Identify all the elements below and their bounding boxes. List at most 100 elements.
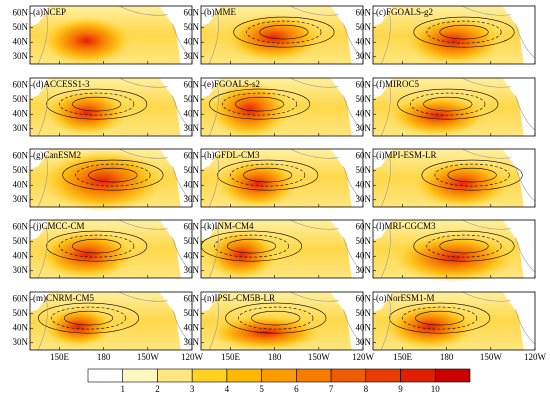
- map-panel: (i)MPI-ESM-LR 60N 50N 40N 30N: [356, 148, 536, 209]
- lat-label: 30N: [13, 337, 29, 347]
- map-maximum: [384, 304, 476, 350]
- lon-label: 180: [440, 352, 454, 362]
- map-frame: [372, 291, 536, 351]
- colorbar-box: [365, 368, 401, 383]
- map-mask: [373, 149, 393, 170]
- map-mask: [201, 292, 221, 313]
- map-panel: (d)ACCESS1-3 60N 50N 40N 30N: [13, 77, 193, 137]
- map-maximum: [405, 16, 503, 66]
- contour: [439, 24, 489, 40]
- colorbar-box: [122, 368, 158, 383]
- panel-label: (i)MPI-ESM-LR: [376, 150, 437, 160]
- map-frame: [29, 77, 193, 137]
- lat-label: 60N: [184, 293, 200, 303]
- map-mask: [373, 220, 393, 241]
- contour: [213, 234, 290, 258]
- contour: [413, 16, 515, 48]
- map-maximum: [41, 16, 133, 66]
- map-mask: [373, 292, 393, 313]
- map-frame: [29, 219, 193, 279]
- lon-label: 150W: [480, 352, 503, 362]
- map-mask: [330, 220, 363, 278]
- lat-label: 60N: [356, 221, 372, 231]
- map-mask: [30, 220, 50, 241]
- lat-label: 30N: [356, 337, 372, 347]
- lat-label: 50N: [13, 22, 29, 32]
- map-mask: [201, 78, 221, 99]
- contour: [426, 234, 502, 258]
- colorbar-label: 8: [364, 384, 369, 394]
- contour: [426, 20, 502, 44]
- contour: [421, 159, 523, 191]
- lat-label: 60N: [13, 79, 29, 89]
- panel-label: (m)CNRM-CM5: [33, 293, 95, 303]
- map-mask: [159, 220, 192, 278]
- lat-label: 30N: [184, 123, 200, 133]
- map-mask: [502, 220, 535, 278]
- map-panel: (f)MIROC5 60N 50N 40N 30N: [356, 77, 536, 137]
- panel-label: (b)MME: [204, 7, 236, 17]
- colorbar-box: [261, 368, 297, 383]
- contour: [51, 306, 127, 330]
- lat-label: 40N: [184, 179, 200, 189]
- map-mask: [201, 220, 221, 241]
- lat-label: 40N: [13, 179, 29, 189]
- map-maximum: [389, 95, 487, 136]
- colorbar-box: [400, 368, 436, 383]
- panel-label: (h)GFDL-CM3: [204, 150, 260, 160]
- lon-label: 150W: [308, 352, 331, 362]
- coastline: [37, 5, 193, 65]
- map-mask: [159, 292, 192, 350]
- contour: [439, 238, 489, 254]
- contour: [59, 234, 135, 258]
- contour: [233, 16, 335, 48]
- lat-label: 40N: [13, 250, 29, 260]
- map-mask: [159, 6, 192, 64]
- colorbar-label: 2: [155, 384, 160, 394]
- map-mask: [502, 6, 535, 64]
- colorbar-label: 4: [225, 384, 230, 394]
- lat-label: 50N: [356, 165, 372, 175]
- map-mask: [30, 149, 50, 170]
- colorbar-box: [296, 368, 332, 383]
- contour: [415, 310, 465, 326]
- lat-label: 60N: [13, 7, 29, 17]
- map-panel: (o)NorESM1-M 60N 50N 40N 30N 150E 180 150W 120W: [356, 291, 547, 362]
- colorbar-label: 6: [294, 384, 299, 394]
- map-frame: [200, 5, 364, 65]
- map-maximum: [41, 150, 165, 212]
- map-panel: (h)GFDL-CM3 60N 50N 40N 30N: [184, 148, 364, 209]
- lat-label: 30N: [13, 51, 29, 61]
- lat-label: 60N: [184, 79, 200, 89]
- map-frame: [29, 148, 193, 208]
- map-frame: [372, 219, 536, 279]
- map-frame: [29, 291, 193, 351]
- panel-label: (g)CanESM2: [33, 150, 81, 160]
- contour: [389, 302, 491, 334]
- lat-label: 60N: [356, 79, 372, 89]
- colorbar-box: [157, 368, 193, 383]
- contour: [59, 92, 135, 116]
- contour: [88, 167, 138, 183]
- contour: [434, 163, 510, 187]
- colorbar-label: 7: [329, 384, 334, 394]
- coastline: [208, 219, 364, 279]
- map-mask: [502, 149, 535, 207]
- coastline: [208, 291, 364, 351]
- map-panel: (j)CMCC-CM 60N 50N 40N 30N: [13, 219, 193, 280]
- map-maximum: [225, 13, 323, 63]
- map-maximum: [42, 306, 115, 348]
- map-panel: (n)IPSL-CM5B-LR 60N 50N 40N 30N 150E 180 150W 12…: [184, 291, 375, 362]
- lat-label: 50N: [13, 165, 29, 175]
- map-mask: [159, 78, 192, 136]
- panel-label: (c)FGOALS-g2: [376, 7, 433, 17]
- map-mask: [330, 149, 363, 207]
- map-frame: [200, 219, 364, 279]
- contour: [75, 163, 151, 187]
- lon-label: 120W: [181, 352, 204, 362]
- colorbar-label: 1: [120, 384, 125, 394]
- lat-label: 40N: [184, 108, 200, 118]
- coastline: [380, 291, 536, 351]
- colorbar-label: 10: [431, 384, 441, 394]
